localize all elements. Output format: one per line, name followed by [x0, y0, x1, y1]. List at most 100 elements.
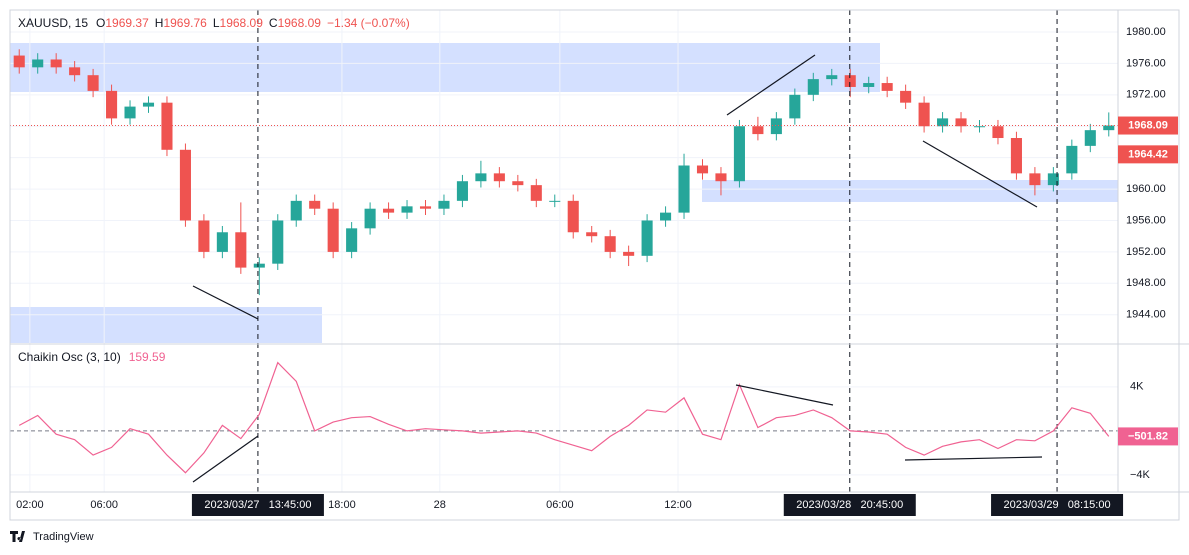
- y-tick-label: −4K: [1130, 469, 1151, 481]
- ohlc-value: 1969.76: [163, 16, 207, 30]
- grid: [10, 10, 1118, 492]
- candle-body: [346, 228, 358, 252]
- osc-title: Chaikin Osc (3, 10): [18, 350, 121, 364]
- y-tick-label: 1948.00: [1126, 277, 1166, 289]
- candle-body: [106, 90, 118, 119]
- footer: TradingView: [33, 531, 94, 543]
- crosshair-badge: [991, 494, 1124, 516]
- logo: TradingView: [10, 531, 94, 543]
- legend: XAUUSD, 15 O1969.37 H1969.76 L1968.09 C1968.…: [18, 16, 410, 30]
- crosshair-badge: [191, 494, 324, 516]
- ohlc-value: 1968.09: [220, 16, 264, 30]
- osc-badge-label: −501.82: [1128, 430, 1168, 442]
- candle-body: [401, 206, 413, 213]
- candle-body: [918, 102, 930, 127]
- candle-body: [604, 236, 616, 252]
- candle-body: [586, 232, 598, 237]
- price-badge-label: 1968.09: [1128, 119, 1168, 131]
- candle-body: [142, 102, 155, 107]
- price-badge: [1118, 145, 1178, 164]
- marks: [10, 10, 1118, 492]
- y-tick-label: 1980.00: [1126, 26, 1166, 38]
- trend-line: [735, 384, 834, 406]
- candle-body: [863, 83, 875, 87]
- candle-body: [881, 83, 893, 91]
- candle-body: [493, 173, 505, 182]
- candle-body: [69, 67, 81, 76]
- candle-body: [623, 251, 635, 256]
- osc-value: 159.59: [129, 350, 166, 364]
- trend-line: [726, 54, 816, 116]
- trend-line: [192, 435, 259, 483]
- ohlc-key: H: [155, 16, 164, 30]
- trend-line: [192, 285, 259, 320]
- candle-body: [715, 173, 727, 182]
- candle-body: [383, 208, 395, 213]
- candle-body: [1103, 125, 1115, 131]
- labels: 02:00 06:00 18:00 28 06:00 12:00 1944.00 1948.0…: [16, 26, 1178, 516]
- candle-body: [161, 102, 173, 150]
- price-badge-label: 1964.42: [1128, 148, 1168, 160]
- crosshair-label: 2023/03/27 13:45:00: [204, 499, 311, 511]
- x-tick-label: 12:00: [664, 499, 692, 511]
- osc-line: [18, 361, 1110, 474]
- candle-body: [438, 200, 450, 209]
- candle-body: [456, 181, 468, 201]
- candle-body: [198, 220, 210, 252]
- candle-body: [1084, 130, 1096, 146]
- x-tick-label: 02:00: [16, 499, 44, 511]
- candle-body: [567, 200, 579, 233]
- x-tick-label: 18:00: [328, 499, 356, 511]
- candle-body: [327, 208, 339, 252]
- candle-body: [1010, 138, 1022, 174]
- logo-icon: [10, 531, 25, 542]
- osc-badge: [1118, 427, 1178, 446]
- candle-body: [752, 126, 764, 135]
- candle-body: [807, 79, 819, 95]
- candle-body: [32, 59, 44, 68]
- candle-body: [364, 208, 376, 229]
- candle-body: [50, 59, 62, 68]
- candle-body: [1029, 173, 1041, 186]
- crosshair-badge: [783, 494, 916, 516]
- y-tick-label: 1956.00: [1126, 214, 1166, 226]
- y-tick-label: 1952.00: [1126, 246, 1166, 258]
- candle-body: [660, 212, 672, 221]
- zones: [10, 43, 1118, 343]
- crosshair-label: 2023/03/29 08:15:00: [1004, 499, 1111, 511]
- candle-body: [253, 263, 265, 268]
- y-tick-label: 1960.00: [1126, 183, 1166, 195]
- ohlc: O1969.37 H1969.76 L1968.09 C1968.09: [96, 16, 321, 30]
- y-tick-label: 1976.00: [1126, 57, 1166, 69]
- ohlc-value: 1968.09: [278, 16, 322, 30]
- candle-body: [844, 75, 856, 87]
- candle-body: [419, 206, 432, 209]
- candle-body: [512, 181, 524, 186]
- candle-body: [1066, 145, 1078, 174]
- candle-body: [789, 94, 801, 119]
- candle-body: [124, 106, 136, 119]
- candle-body: [955, 118, 967, 127]
- candle-body: [235, 232, 247, 268]
- price-badge: [1118, 116, 1178, 135]
- candle-body: [770, 118, 782, 135]
- ohlc-key: O: [96, 16, 105, 30]
- x-tick-label: 06:00: [546, 499, 574, 511]
- candle-body: [179, 149, 191, 221]
- candle-body: [937, 118, 949, 127]
- candle-body: [290, 200, 302, 221]
- candle-body: [641, 220, 653, 256]
- candle-body: [973, 126, 986, 128]
- osc-legend: Chaikin Osc (3, 10) 159.59: [18, 350, 166, 364]
- candle-body: [826, 75, 838, 80]
- ohlc-key: C: [269, 16, 278, 30]
- y-tick-label: 1944.00: [1126, 309, 1166, 321]
- zone: [702, 180, 1118, 202]
- candle-body: [549, 200, 561, 202]
- crosshair-label: 2023/03/28 20:45:00: [796, 499, 903, 511]
- symbol: XAUUSD, 15: [18, 16, 88, 30]
- y-tick-label: 1972.00: [1126, 89, 1166, 101]
- zone: [10, 43, 880, 92]
- candle-body: [309, 200, 321, 209]
